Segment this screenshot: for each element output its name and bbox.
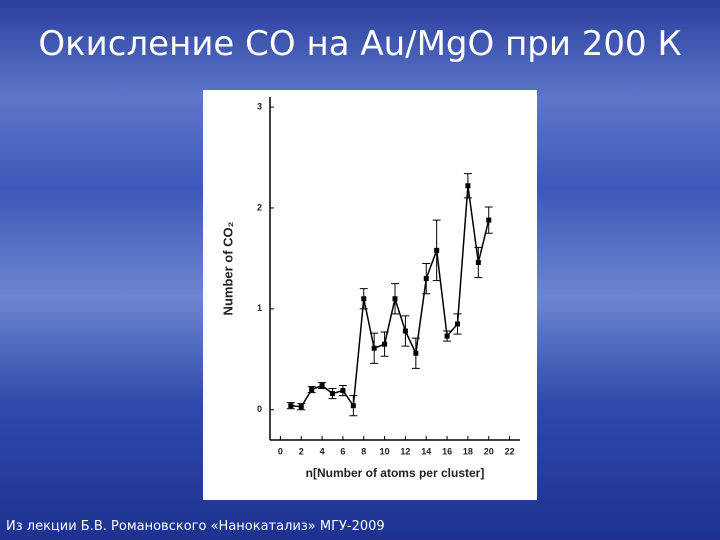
- x-tick-label: 10: [380, 446, 390, 456]
- data-point: [475, 259, 481, 265]
- data-point: [486, 217, 492, 223]
- caption: Из лекции Б.В. Романовского «Нанокатализ…: [6, 519, 385, 534]
- data-point: [340, 388, 346, 394]
- data-point: [371, 345, 377, 351]
- data-line: [290, 185, 490, 408]
- x-tick-label: 4: [320, 446, 325, 456]
- x-tick-label: 16: [442, 446, 452, 456]
- y-tick-label: 3: [257, 101, 262, 111]
- x-tick-label: 8: [361, 446, 366, 456]
- data-point: [434, 247, 440, 253]
- data-point: [402, 328, 408, 334]
- data-point: [361, 296, 367, 302]
- data-point: [423, 276, 429, 282]
- data-point: [350, 403, 356, 409]
- data-point: [382, 341, 388, 347]
- data-point: [455, 321, 460, 327]
- x-tick-label: 6: [340, 446, 345, 456]
- data-point: [392, 296, 398, 302]
- x-tick-label: 12: [400, 446, 410, 456]
- y-tick-label: 0: [257, 404, 262, 414]
- y-tick-label: 2: [257, 202, 262, 212]
- data-point: [309, 387, 315, 393]
- x-tick-label: 2: [299, 446, 304, 456]
- x-tick-label: 20: [484, 446, 494, 456]
- x-tick-label: 0: [278, 446, 283, 456]
- data-point: [444, 333, 450, 339]
- data-point: [413, 350, 419, 356]
- y-tick-label: 1: [257, 303, 262, 313]
- x-tick-label: 18: [463, 446, 473, 456]
- data-point: [319, 383, 325, 389]
- x-tick-label: 14: [421, 446, 431, 456]
- slide-title: Окисление CO на Au/MgO при 200 К: [38, 24, 682, 64]
- data-point: [465, 183, 471, 189]
- y-axis-label: Number of CO₂: [220, 221, 235, 315]
- x-axis-label: n[Number of atoms per cluster]: [306, 466, 485, 480]
- data-point: [298, 404, 304, 410]
- data-point: [288, 403, 294, 409]
- data-point: [330, 391, 335, 397]
- x-tick-label: 22: [505, 446, 515, 456]
